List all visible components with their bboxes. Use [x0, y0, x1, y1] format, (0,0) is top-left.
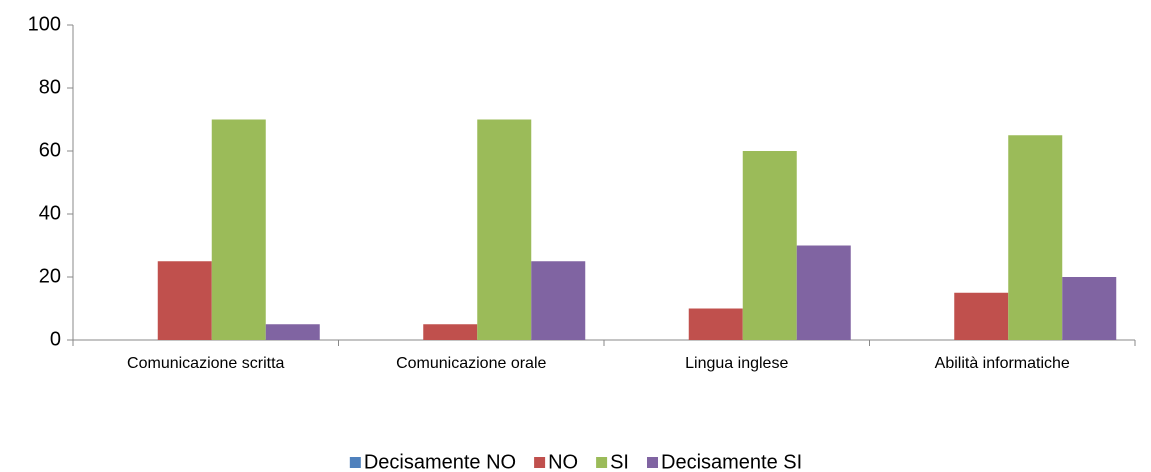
- y-tick-label: 100: [28, 13, 61, 35]
- y-tick-label: 40: [39, 202, 61, 224]
- x-tick-label: Comunicazione orale: [396, 355, 546, 372]
- y-tick-label: 20: [39, 265, 61, 287]
- bar: [265, 324, 320, 340]
- bar: [477, 119, 532, 340]
- legend-swatch: [647, 457, 659, 468]
- bar: [1062, 277, 1117, 340]
- legend-label: NO: [548, 451, 578, 472]
- x-tick-label: Comunicazione scritta: [127, 355, 285, 372]
- legend-swatch: [349, 457, 361, 468]
- x-tick-label: Abilità informatiche: [935, 355, 1070, 372]
- legend-label: Decisamente NO: [364, 451, 516, 472]
- x-tick-label: Lingua inglese: [685, 355, 788, 372]
- bar: [796, 245, 851, 340]
- legend-swatch: [534, 457, 546, 468]
- bar: [211, 119, 266, 340]
- legend-label: Decisamente SI: [661, 451, 802, 472]
- bar: [531, 261, 586, 340]
- legend-label: SI: [610, 451, 629, 472]
- bar: [742, 151, 797, 340]
- y-tick-label: 60: [39, 139, 61, 161]
- legend-swatch: [596, 457, 608, 468]
- bar: [157, 261, 212, 340]
- bar: [423, 324, 478, 340]
- bar: [688, 308, 743, 340]
- y-tick-label: 0: [50, 328, 61, 350]
- bar: [954, 292, 1009, 340]
- bar: [1008, 135, 1063, 340]
- y-tick-label: 80: [39, 76, 61, 98]
